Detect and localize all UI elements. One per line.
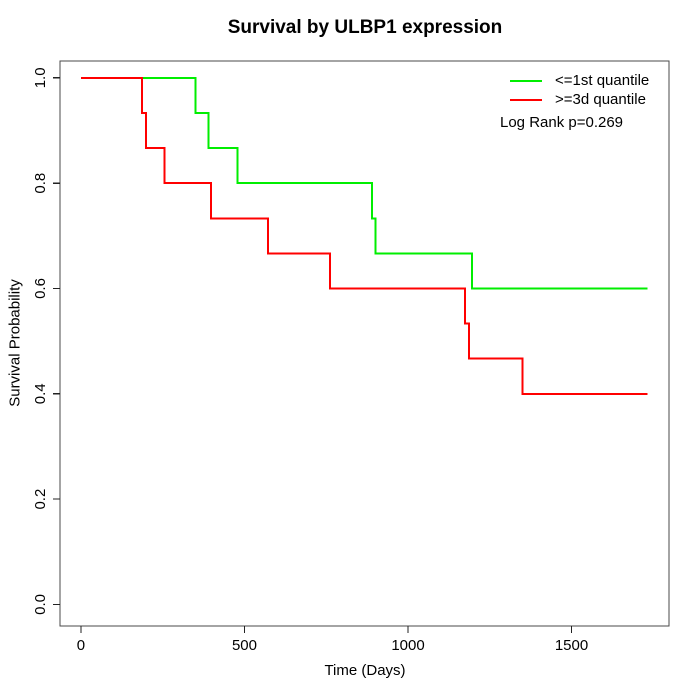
x-tick-label-3: 1500 <box>555 637 588 654</box>
y-tick-label-3: 0.6 <box>32 278 49 299</box>
legend-line-green <box>510 79 542 82</box>
y-tick-label-5: 1.0 <box>32 67 49 88</box>
legend-row-low-expression: <=1st quantile <box>510 71 649 90</box>
log-rank-pvalue: Log Rank p=0.269 <box>500 114 624 131</box>
x-tick-label-0: 0 <box>77 637 85 654</box>
plot-frame <box>59 60 670 627</box>
legend-row-high-expression: >=3d quantile <box>510 90 649 109</box>
y-tick-label-0: 0.0 <box>32 594 49 615</box>
y-tick-label-2: 0.4 <box>32 383 49 404</box>
legend: <=1st quantile >=3d quantile <box>510 71 649 109</box>
x-tick-label-1: 500 <box>232 637 257 654</box>
legend-label-low-expression: <=1st quantile <box>555 72 650 89</box>
x-tick-label-2: 1000 <box>391 637 424 654</box>
legend-label-high-expression: >=3d quantile <box>555 91 646 108</box>
y-axis-label: Survival Probability <box>6 279 24 407</box>
y-tick-label-1: 0.2 <box>32 489 49 510</box>
x-axis-label: Time (Days) <box>324 662 406 679</box>
curve-3d-quantile <box>80 76 648 395</box>
legend-line-red <box>510 98 542 101</box>
y-tick-label-4: 0.8 <box>32 173 49 194</box>
curve-1st-quantile <box>80 76 648 290</box>
chart-title: Survival by ULBP1 expression <box>227 17 503 38</box>
